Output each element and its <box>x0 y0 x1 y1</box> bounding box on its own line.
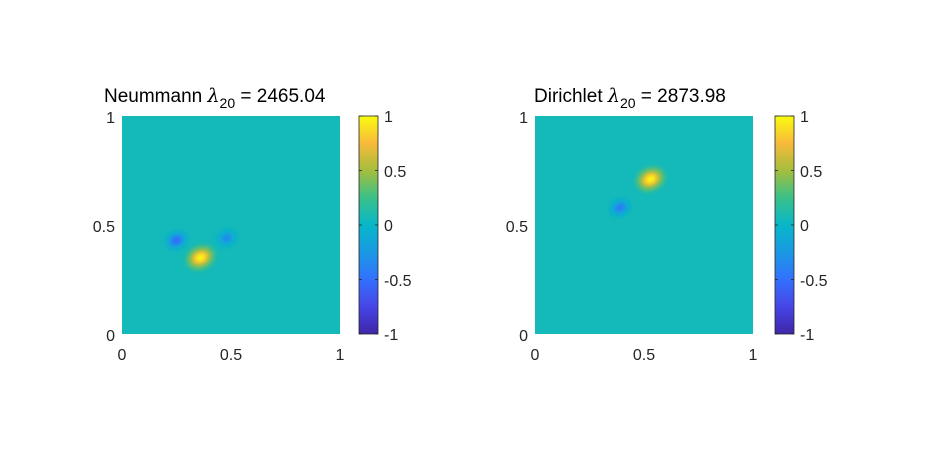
heatmap-plot-area <box>122 116 340 334</box>
heatmap-plot-area <box>535 116 753 334</box>
y-tick-label: 0 <box>106 328 115 345</box>
heatmap-panel-neumann: Neummann λ20 = 2465.04 1 0.5 0 0 0.5 1 1… <box>93 85 412 364</box>
chart-title: Neummann λ20 = 2465.04 <box>104 85 326 111</box>
x-tick-label: 0.5 <box>220 347 242 364</box>
colorbar-tick-label: 1 <box>800 109 809 126</box>
heatmap-trough <box>217 230 236 246</box>
x-tick-label: 1 <box>336 347 345 364</box>
y-tick-label: 0.5 <box>506 219 528 236</box>
heatmap-trough <box>166 232 187 249</box>
heatmap-peak <box>186 245 215 270</box>
chart-title: Dirichlet λ20 = 2873.98 <box>534 85 726 111</box>
x-tick-label: 0.5 <box>633 347 655 364</box>
heatmap-panel-dirichlet: Dirichlet λ20 = 2873.98 1 0.5 0 0 0.5 1 … <box>506 85 828 364</box>
colorbar-tick-label: 1 <box>384 109 393 126</box>
colorbar-tick-label: -0.5 <box>384 273 412 290</box>
colorbar-tick-label: -0.5 <box>800 273 828 290</box>
heatmap-trough <box>610 199 630 216</box>
colorbar-tick-label: -1 <box>800 327 814 344</box>
heatmap-background <box>122 116 340 334</box>
y-tick-label: 1 <box>519 110 528 127</box>
y-tick-label: 0 <box>519 328 528 345</box>
colorbar-tick-label: 0 <box>800 218 809 235</box>
colorbar-tick-label: -1 <box>384 327 398 344</box>
y-tick-label: 1 <box>106 110 115 127</box>
heatmap-peak <box>636 167 665 192</box>
x-tick-label: 0 <box>531 347 540 364</box>
colorbar-tick-label: 0.5 <box>384 164 406 181</box>
colorbar-ticks <box>775 115 794 335</box>
y-tick-label: 0.5 <box>93 219 115 236</box>
x-tick-label: 1 <box>749 347 758 364</box>
colorbar-tick-label: 0 <box>384 218 393 235</box>
colorbar-ticks <box>359 115 378 335</box>
colorbar-tick-label: 0.5 <box>800 164 822 181</box>
x-tick-label: 0 <box>118 347 127 364</box>
heatmap-background <box>535 116 753 334</box>
